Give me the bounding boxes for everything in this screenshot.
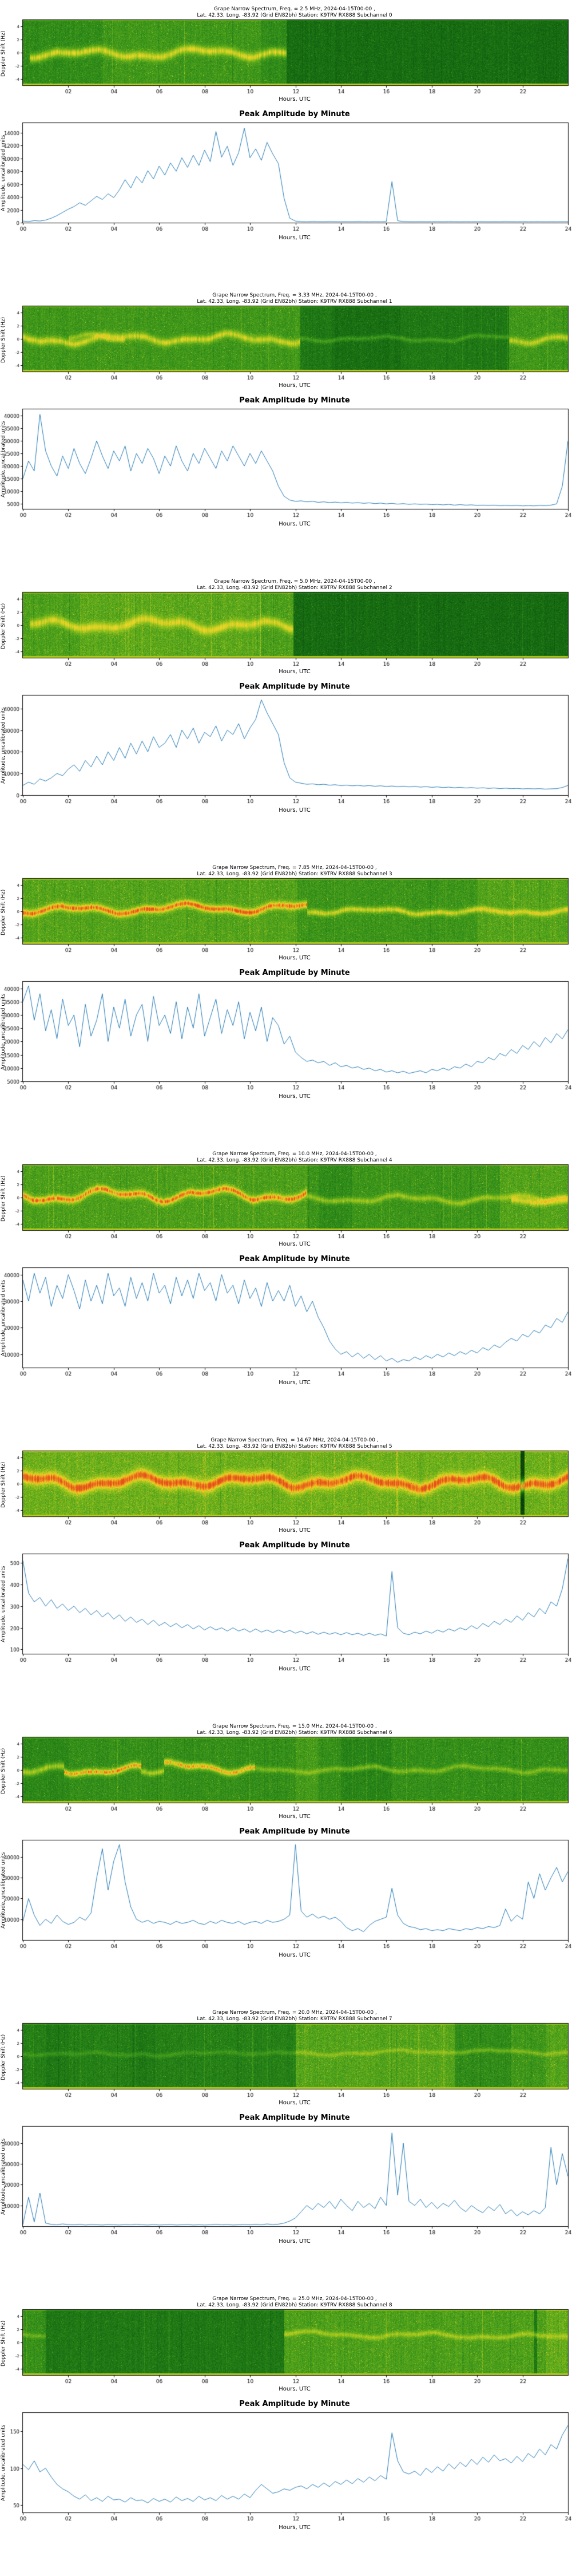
spectrogram-ylabel: Doppler Shift (Hz) [1,1461,6,1508]
amplitude-ylabel: Amplitude, uncalibrated units [1,1566,6,1642]
subchannel-panel: Grape Narrow Spectrum, Freq. = 7.85 MHz,… [0,859,572,1145]
amplitude-xlabel: Hours, UTC [279,235,311,241]
spectrogram-plot [0,2309,572,2385]
amplitude-plot [0,1265,572,1379]
amplitude-plot [0,978,572,1093]
spectrogram-xlabel: Hours, UTC [279,382,311,389]
subchannel-panel: Grape Narrow Spectrum, Freq. = 14.67 MHz… [0,1431,572,1717]
spectrogram-title: Grape Narrow Spectrum, Freq. = 7.85 MHz,… [212,865,377,871]
spectrogram-xlabel: Hours, UTC [279,1527,311,1534]
amplitude-plot [0,1551,572,1665]
spectrogram-ylabel: Doppler Shift (Hz) [1,2034,6,2081]
spectrogram-subtitle: Lat. 42.33, Long. -83.92 (Grid EN82bh) S… [197,2016,392,2022]
amplitude-plot [0,2409,572,2524]
spectrogram-subtitle: Lat. 42.33, Long. -83.92 (Grid EN82bh) S… [197,585,392,591]
spectrogram-xlabel: Hours, UTC [279,2100,311,2106]
spectrogram-ylabel: Doppler Shift (Hz) [1,889,6,936]
spectrogram-plot [0,591,572,668]
spectrogram-ylabel: Doppler Shift (Hz) [1,2320,6,2367]
spectrogram-title: Grape Narrow Spectrum, Freq. = 14.67 MHz… [210,1437,379,1443]
amplitude-title: Peak Amplitude by Minute [239,1255,350,1263]
spectrogram-xlabel: Hours, UTC [279,96,311,102]
subchannel-panel: Grape Narrow Spectrum, Freq. = 20.0 MHz,… [0,2004,572,2290]
spectrogram-title: Grape Narrow Spectrum, Freq. = 20.0 MHz,… [212,2010,377,2016]
spectrogram-subtitle: Lat. 42.33, Long. -83.92 (Grid EN82bh) S… [197,1157,392,1163]
spectrogram-ylabel: Doppler Shift (Hz) [1,317,6,364]
amplitude-ylabel: Amplitude, uncalibrated units [1,1852,6,1929]
spectrogram-plot [0,1736,572,1813]
spectrogram-xlabel: Hours, UTC [279,1814,311,1820]
amplitude-title: Peak Amplitude by Minute [239,969,350,977]
subchannel-panel: Grape Narrow Spectrum, Freq. = 25.0 MHz,… [0,2290,572,2576]
spectrogram-subtitle: Lat. 42.33, Long. -83.92 (Grid EN82bh) S… [197,2302,392,2308]
amplitude-title: Peak Amplitude by Minute [239,396,350,405]
amplitude-plot [0,1837,572,1951]
spectrogram-xlabel: Hours, UTC [279,2386,311,2392]
spectrogram-plot [0,878,572,954]
spectrogram-subtitle: Lat. 42.33, Long. -83.92 (Grid EN82bh) S… [197,13,392,18]
spectrogram-subtitle: Lat. 42.33, Long. -83.92 (Grid EN82bh) S… [197,871,392,877]
spectrogram-subtitle: Lat. 42.33, Long. -83.92 (Grid EN82bh) S… [197,299,392,305]
amplitude-ylabel: Amplitude, uncalibrated units [1,135,6,211]
amplitude-xlabel: Hours, UTC [279,2524,311,2531]
spectrogram-ylabel: Doppler Shift (Hz) [1,1175,6,1222]
amplitude-xlabel: Hours, UTC [279,807,311,813]
spectrogram-plot [0,1164,572,1240]
spectrogram-plot [0,305,572,382]
spectrogram-plot [0,2022,572,2099]
amplitude-title: Peak Amplitude by Minute [239,1827,350,1836]
spectrogram-xlabel: Hours, UTC [279,1241,311,1247]
amplitude-plot [0,120,572,234]
amplitude-title: Peak Amplitude by Minute [239,682,350,691]
amplitude-plot [0,692,572,807]
spectrogram-title: Grape Narrow Spectrum, Freq. = 10.0 MHz,… [212,1151,377,1157]
amplitude-ylabel: Amplitude, uncalibrated units [1,2424,6,2501]
subchannel-panel: Grape Narrow Spectrum, Freq. = 2.5 MHz, … [0,0,572,286]
spectrogram-title: Grape Narrow Spectrum, Freq. = 5.0 MHz, … [214,579,375,584]
spectrogram-ylabel: Doppler Shift (Hz) [1,603,6,650]
amplitude-xlabel: Hours, UTC [279,521,311,527]
spectrogram-title: Grape Narrow Spectrum, Freq. = 3.33 MHz,… [212,293,377,298]
spectrogram-title: Grape Narrow Spectrum, Freq. = 2.5 MHz, … [214,6,375,12]
spectrogram-plot [0,1450,572,1527]
amplitude-title: Peak Amplitude by Minute [239,110,350,118]
amplitude-xlabel: Hours, UTC [279,1093,311,1100]
subchannel-panel: Grape Narrow Spectrum, Freq. = 3.33 MHz,… [0,286,572,572]
spectrogram-ylabel: Doppler Shift (Hz) [1,30,6,77]
amplitude-ylabel: Amplitude, uncalibrated units [1,707,6,784]
amplitude-ylabel: Amplitude, uncalibrated units [1,1279,6,1356]
spectrogram-xlabel: Hours, UTC [279,669,311,675]
amplitude-title: Peak Amplitude by Minute [239,2113,350,2122]
amplitude-title: Peak Amplitude by Minute [239,2400,350,2408]
spectrogram-xlabel: Hours, UTC [279,955,311,961]
subchannel-panel: Grape Narrow Spectrum, Freq. = 15.0 MHz,… [0,1717,572,2004]
spectrogram-subtitle: Lat. 42.33, Long. -83.92 (Grid EN82bh) S… [197,1444,392,1449]
amplitude-xlabel: Hours, UTC [279,1666,311,1672]
subchannel-panel: Grape Narrow Spectrum, Freq. = 10.0 MHz,… [0,1145,572,1431]
amplitude-xlabel: Hours, UTC [279,1952,311,1958]
spectrogram-title: Grape Narrow Spectrum, Freq. = 25.0 MHz,… [212,2296,377,2302]
amplitude-xlabel: Hours, UTC [279,2238,311,2245]
amplitude-ylabel: Amplitude, uncalibrated units [1,993,6,1070]
spectrogram-subtitle: Lat. 42.33, Long. -83.92 (Grid EN82bh) S… [197,1730,392,1736]
amplitude-ylabel: Amplitude, uncalibrated units [1,2138,6,2215]
subchannel-panel: Grape Narrow Spectrum, Freq. = 5.0 MHz, … [0,572,572,859]
amplitude-plot [0,2123,572,2238]
spectrogram-ylabel: Doppler Shift (Hz) [1,1748,6,1795]
amplitude-plot [0,406,572,520]
amplitude-ylabel: Amplitude, uncalibrated units [1,421,6,497]
amplitude-title: Peak Amplitude by Minute [239,1541,350,1550]
amplitude-xlabel: Hours, UTC [279,1380,311,1386]
spectrogram-plot [0,19,572,96]
spectrogram-title: Grape Narrow Spectrum, Freq. = 15.0 MHz,… [212,1724,377,1729]
